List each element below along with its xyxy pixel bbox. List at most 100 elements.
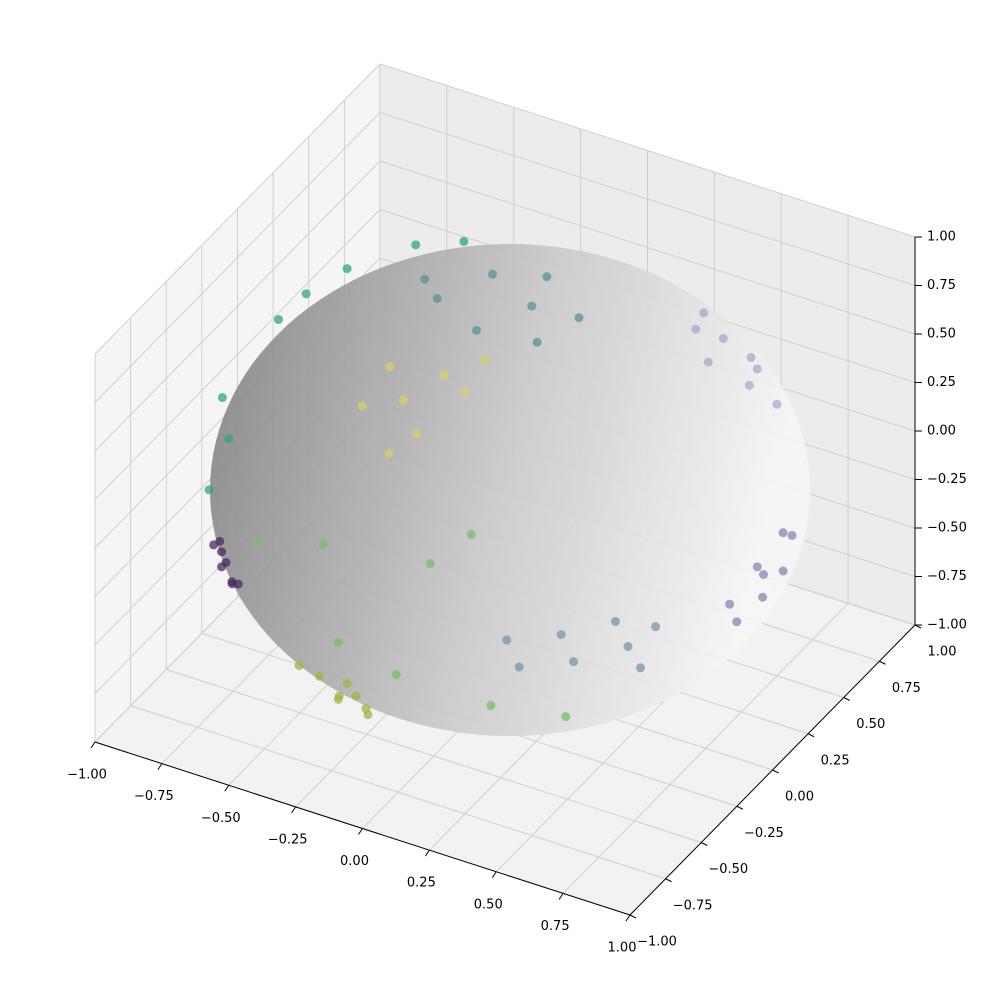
point xyxy=(611,616,620,626)
point xyxy=(532,337,542,347)
x-tick-label: 1.00 xyxy=(608,941,637,956)
point xyxy=(342,264,352,274)
x-tick-label: 0.00 xyxy=(340,854,369,869)
point xyxy=(480,354,490,364)
grid-line xyxy=(94,160,381,452)
z-tick-label: −0.75 xyxy=(927,569,967,584)
point xyxy=(412,429,422,439)
z-tick-label: 0.00 xyxy=(927,424,956,439)
z-tick-label: 1.00 xyxy=(927,230,956,245)
point xyxy=(472,325,481,335)
z-tick-label: 0.25 xyxy=(927,375,956,390)
y-tick-label: 0.75 xyxy=(892,681,921,696)
x-tick-label: −0.50 xyxy=(201,811,241,826)
point xyxy=(561,712,571,722)
y-tick-label: −0.75 xyxy=(673,898,713,913)
point xyxy=(439,370,449,380)
tick-mark xyxy=(807,733,815,738)
point xyxy=(772,399,782,409)
point xyxy=(315,671,325,681)
point xyxy=(384,448,394,458)
grid-line xyxy=(379,112,916,286)
point xyxy=(432,294,442,304)
point xyxy=(486,701,496,711)
tick-mark xyxy=(90,741,96,749)
point xyxy=(459,236,469,246)
point xyxy=(691,324,701,334)
point xyxy=(527,301,537,311)
tick-mark xyxy=(291,806,297,814)
tick-mark xyxy=(558,893,564,900)
tick-mark xyxy=(358,828,363,835)
point xyxy=(385,362,395,372)
point xyxy=(217,393,227,403)
grid-line xyxy=(94,63,381,355)
point xyxy=(778,528,788,538)
point xyxy=(732,617,742,627)
point xyxy=(204,485,214,495)
tick-mark xyxy=(879,660,886,665)
point xyxy=(759,570,768,580)
point xyxy=(758,592,768,602)
point xyxy=(502,635,512,645)
point xyxy=(217,562,227,572)
point xyxy=(636,663,645,673)
tick-mark xyxy=(629,914,637,919)
grid-line xyxy=(94,112,381,403)
y-axis-line xyxy=(629,624,916,916)
grid-line xyxy=(130,705,666,880)
x-tick-label: 0.50 xyxy=(474,897,503,912)
point xyxy=(651,622,661,632)
z-tick-label: −0.25 xyxy=(927,472,967,487)
point xyxy=(420,274,430,284)
y-tick-label: −0.25 xyxy=(744,826,784,841)
point xyxy=(398,395,408,405)
points xyxy=(204,236,797,722)
y-tick-label: 1.00 xyxy=(928,645,957,660)
x-tick-label: 0.25 xyxy=(407,876,436,891)
x-tick-label: −0.25 xyxy=(268,832,308,847)
grid-line xyxy=(94,209,381,500)
tick-mark xyxy=(736,805,744,810)
y-tick-label: 0.00 xyxy=(785,790,814,805)
point xyxy=(778,566,788,576)
tick-mark xyxy=(843,697,850,701)
point xyxy=(556,630,566,640)
point xyxy=(334,637,344,647)
point xyxy=(466,529,476,539)
x-tick-label: 0.75 xyxy=(541,919,570,934)
point xyxy=(217,547,227,557)
point xyxy=(227,577,237,587)
grid-line xyxy=(166,669,702,843)
tick-mark xyxy=(491,871,497,879)
z-tick-label: −1.00 xyxy=(927,618,967,633)
point xyxy=(703,357,713,367)
point xyxy=(274,315,283,325)
point xyxy=(623,642,633,652)
point xyxy=(752,562,762,572)
point xyxy=(318,540,328,549)
point xyxy=(209,540,219,550)
tick-mark xyxy=(772,769,779,774)
sphere-surface xyxy=(210,244,810,736)
tick-mark xyxy=(157,763,163,770)
x-axis-line xyxy=(94,741,631,916)
point xyxy=(574,313,584,323)
z-tick-label: −0.50 xyxy=(927,521,967,536)
grid-line xyxy=(379,63,916,238)
point xyxy=(460,386,470,396)
y-tick-label: 0.50 xyxy=(856,717,885,732)
point xyxy=(569,657,579,667)
point xyxy=(699,308,709,318)
point xyxy=(351,691,361,701)
grid-line xyxy=(379,160,916,335)
point xyxy=(542,272,552,282)
axes: −1.00 −0.75 −0.50 −0.25 0.00 0.25 0.50 0.75 1.00… xyxy=(67,230,967,956)
point xyxy=(425,559,435,569)
point xyxy=(224,434,234,444)
point xyxy=(342,679,352,689)
tick-mark xyxy=(701,842,708,846)
point xyxy=(725,599,735,609)
tick-mark xyxy=(625,914,631,922)
